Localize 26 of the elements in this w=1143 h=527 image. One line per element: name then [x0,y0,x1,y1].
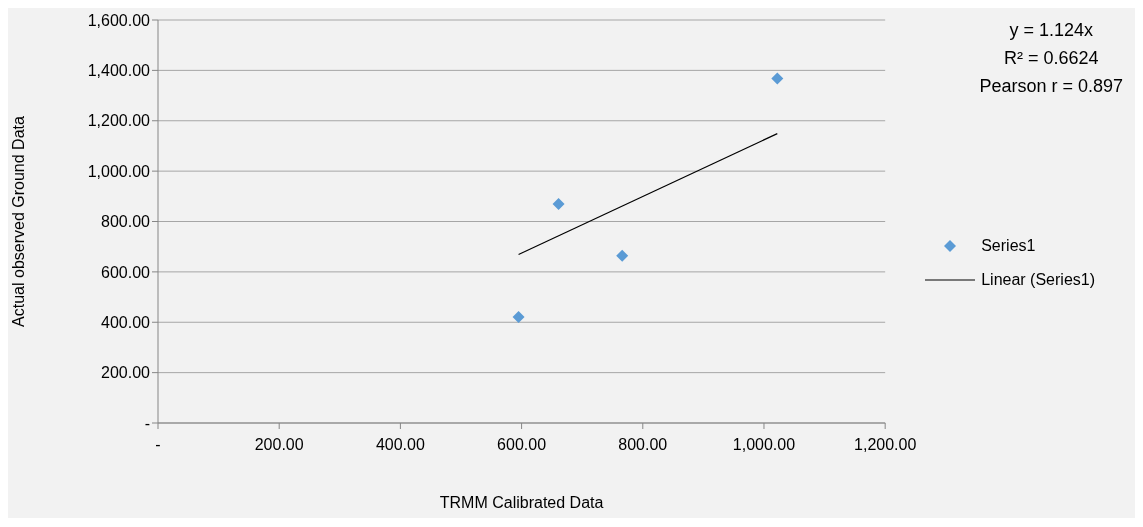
x-tick-label: 1,200.00 [854,436,917,454]
text: Pearson r = 0.897 [979,75,1123,98]
x-tick-label: 800.00 [618,436,668,454]
legend-label: Linear (Series1) [981,271,1095,289]
x-axis-title: TRMM Calibrated Data [439,494,604,511]
point [616,249,629,262]
text: R² = 0.6624 [1002,47,1100,70]
point [771,72,784,85]
y-tick-label: 600.00 [101,263,151,281]
point [552,198,565,211]
point [512,310,525,323]
y-axis-title: Actual observed Ground Data [9,116,27,327]
legend-label: Series1 [981,237,1036,255]
y-tick-label: 1,000.00 [87,162,151,180]
y-tick-label: 1,600.00 [87,11,151,29]
y-tick-label: 1,200.00 [87,112,151,130]
x-tick-label: 600.00 [497,436,547,454]
text: y = 1.124x [1008,19,1094,42]
x-tick-label: 200.00 [254,436,304,454]
y-tick-label: 1,400.00 [87,62,151,80]
x-tick-label: 400.00 [375,436,425,454]
y-tick-label: 800.00 [101,213,151,231]
x-tick-label: 1,000.00 [732,436,796,454]
y-tick-label: 200.00 [101,364,151,382]
y-tick-label: - [144,414,150,432]
y-tick-label: 400.00 [101,313,151,331]
